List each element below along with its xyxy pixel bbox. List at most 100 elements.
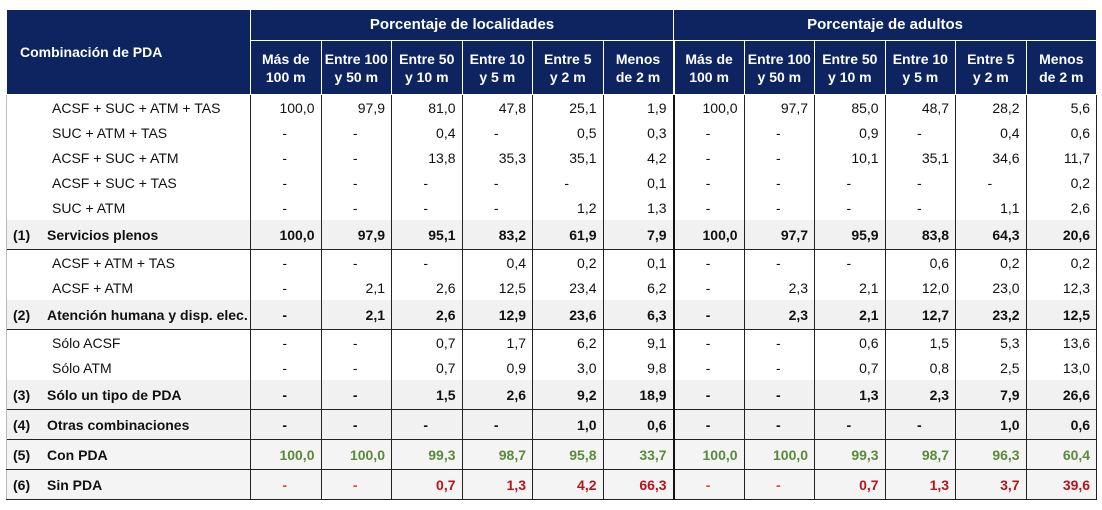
table-cell: - (743, 170, 816, 195)
table-cell: 6,2 (532, 329, 604, 355)
table-cell: - (250, 329, 322, 355)
row-label-text: ACSF + ATM + TAS (52, 254, 175, 271)
table-cell: - (461, 409, 533, 440)
table-cell: 2,3 (743, 275, 816, 300)
table-cell: 23,0 (955, 275, 1027, 300)
column-header-line2: de 2 m (615, 68, 661, 85)
table-cell: 100,0 (320, 439, 392, 470)
table-row: ACSF + SUC + ATM + TAS 100,0 97,9 81,0 47,8 2… (6, 94, 1098, 120)
column-header-line1: Más de (262, 50, 310, 67)
group-header-localidades: Porcentaje de localidades (249, 9, 675, 41)
table-cell: 35,3 (461, 145, 533, 170)
table-cell: 0,4 (391, 120, 463, 145)
row-label: (3) Sólo un tipo de PDA (6, 380, 251, 410)
subtotal-row: (3) Sólo un tipo de PDA - -1,5 2,6 9,2 18,9- -1… (6, 380, 1098, 410)
table-cell: 100,0 (250, 439, 322, 470)
row-label-text: ACSF + SUC + TAS (52, 174, 177, 191)
table-cell: 0,6 (884, 249, 957, 275)
table-cell: 6,2 (602, 275, 675, 300)
table-cell: 2,1 (320, 275, 392, 300)
column-header: Más de 100 m (250, 40, 322, 95)
corner-header: Combinación de PDA (6, 9, 251, 95)
table-cell: 33,7 (602, 439, 675, 470)
row-label: (4) Otras combinaciones (6, 409, 251, 440)
row-label: (5) Con PDA (6, 439, 251, 470)
table-cell: - (250, 195, 322, 220)
table-cell: - (320, 409, 392, 440)
column-header-line2: de 2 m (1039, 68, 1084, 85)
table-cell: - (250, 469, 322, 500)
table-cell: 0,4 (955, 120, 1027, 145)
row-label-text: ACSF + SUC + ATM (52, 149, 179, 166)
table-cell: - (955, 170, 1027, 195)
table-cell: - (391, 170, 463, 195)
row-label: ACSF + ATM (6, 275, 251, 300)
table-cell: - (884, 409, 957, 440)
table-cell: 1,2 (532, 195, 604, 220)
table-cell: 97,9 (320, 94, 392, 120)
table-cell: 9,1 (602, 329, 675, 355)
row-label-text: ACSF + SUC + ATM + TAS (52, 99, 221, 116)
table-cell: 95,8 (532, 439, 604, 470)
table-cell: 0,6 (1025, 409, 1098, 440)
table-cell: - (672, 300, 745, 330)
row-label-text: ACSF + ATM (52, 279, 134, 296)
table-cell: 12,0 (884, 275, 957, 300)
column-header-line2: y 10 m (404, 68, 449, 85)
table-cell: 96,3 (955, 439, 1027, 470)
table-cell: 10,1 (814, 145, 886, 170)
table-cell: - (250, 120, 322, 145)
table-cell: - (743, 469, 816, 500)
table-cell: 83,2 (461, 220, 533, 250)
table-cell: - (672, 275, 745, 300)
table-cell: 0,6 (602, 409, 675, 440)
table-cell: 13,6 (1025, 329, 1098, 355)
row-label: ACSF + SUC + ATM (6, 145, 251, 170)
table-cell: - (320, 469, 392, 500)
table-cell: 0,7 (814, 355, 886, 380)
table-cell: 97,7 (743, 220, 816, 250)
table-cell: - (461, 120, 533, 145)
table-cell: - (391, 409, 463, 440)
table-cell: 2,1 (814, 300, 886, 330)
table-cell: 0,5 (532, 120, 604, 145)
row-number: (6) (13, 476, 31, 493)
table-cell: - (250, 355, 322, 380)
table-cell: 100,0 (672, 94, 745, 120)
table-cell: - (672, 469, 745, 500)
table-cell: 4,2 (602, 145, 675, 170)
row-number: (1) (13, 226, 31, 243)
row-label: SUC + ATM (6, 195, 251, 220)
table-cell: - (672, 249, 745, 275)
table-cell: 0,9 (461, 355, 533, 380)
table-cell: 0,9 (814, 120, 886, 145)
table-cell: 0,7 (814, 469, 886, 500)
table-cell: 100,0 (250, 220, 322, 250)
table-cell: 9,2 (532, 380, 604, 410)
table-cell: - (672, 380, 745, 410)
group-header-adultos: Porcentaje de adultos (673, 9, 1098, 41)
table-cell: 48,7 (884, 94, 957, 120)
table-cell: - (672, 355, 745, 380)
table-cell: 100,0 (743, 439, 816, 470)
table-cell: 98,7 (884, 439, 957, 470)
total-row-sin-pda: (6) Sin PDA - -0,7 1,3 4,2 66,3- -0,7 1,3 3,7 39,6 (6, 469, 1098, 500)
table-cell: 2,1 (320, 300, 392, 330)
column-header-line2: y 2 m (549, 68, 586, 85)
table-cell: 1,7 (461, 329, 533, 355)
table-cell: 5,6 (1025, 94, 1098, 120)
column-header-line1: Más de (685, 50, 733, 67)
table-cell: - (672, 170, 745, 195)
column-header-line2: y 5 m (902, 68, 939, 85)
column-header-line1: Menos (1039, 50, 1084, 67)
table-cell: 3,0 (532, 355, 604, 380)
table-cell: 9,8 (602, 355, 675, 380)
table-cell: 0,7 (391, 329, 463, 355)
table-cell: 64,3 (955, 220, 1027, 250)
table-cell: 1,3 (884, 469, 957, 500)
table-cell: 1,0 (532, 409, 604, 440)
table-cell: 11,7 (1025, 145, 1098, 170)
column-header-line1: Entre 100 (324, 50, 388, 67)
table-cell: 99,3 (814, 439, 886, 470)
subtotal-row: (1) Servicios plenos 100,0 97,9 95,1 83,2 61,9… (6, 220, 1098, 250)
